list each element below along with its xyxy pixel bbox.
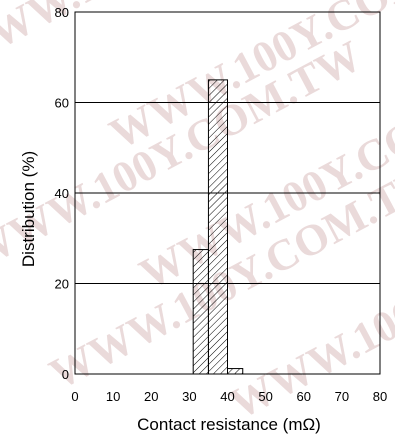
y-tick-label: 20	[55, 277, 69, 292]
plot-frame	[74, 11, 381, 375]
x-tick-label: 30	[182, 389, 196, 404]
y-tick-labels: 0 20 40 60 80	[55, 5, 69, 382]
x-tick-label: 70	[335, 389, 349, 404]
x-tick-label: 60	[297, 389, 311, 404]
x-tick-label: 80	[373, 389, 387, 404]
x-tick-label: 0	[71, 389, 78, 404]
bar-1	[192, 249, 209, 375]
y-axis-label: Distribution (%)	[19, 151, 38, 267]
bars	[192, 79, 244, 375]
x-axis-label: Contact resistance (mΩ)	[137, 415, 321, 434]
y-tick-label: 60	[55, 96, 69, 111]
x-tick-label: 20	[144, 389, 158, 404]
bar-2	[207, 79, 228, 375]
bar-3	[227, 368, 244, 375]
y-tick-label: 40	[55, 186, 69, 201]
x-tick-label: 10	[106, 389, 120, 404]
x-tick-label: 40	[220, 389, 234, 404]
y-tick-label: 80	[55, 5, 69, 20]
y-tick-label: 0	[62, 367, 69, 382]
x-tick-label: 50	[258, 389, 272, 404]
x-tick-labels: 0 10 20 30 40 50 60 70 80	[71, 389, 387, 404]
